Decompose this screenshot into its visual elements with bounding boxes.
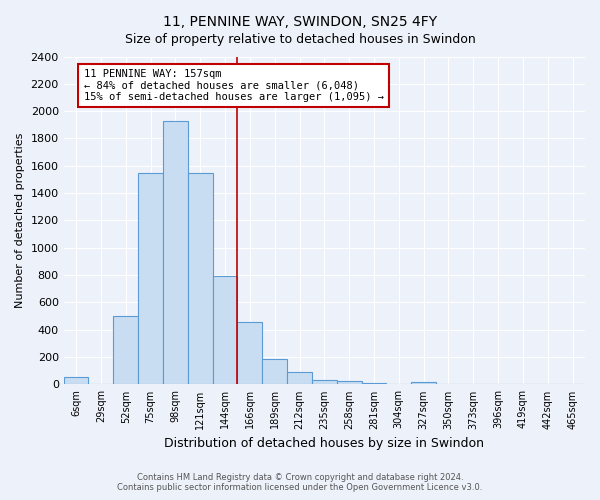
Bar: [337, 380, 362, 384]
Text: 11, PENNINE WAY, SWINDON, SN25 4FY: 11, PENNINE WAY, SWINDON, SN25 4FY: [163, 15, 437, 29]
Y-axis label: Number of detached properties: Number of detached properties: [15, 133, 25, 308]
Bar: [262, 359, 287, 384]
Bar: [212, 276, 238, 384]
Bar: [312, 380, 337, 384]
Text: 11 PENNINE WAY: 157sqm
← 84% of detached houses are smaller (6,048)
15% of semi-: 11 PENNINE WAY: 157sqm ← 84% of detached…: [83, 69, 383, 102]
Bar: [64, 377, 88, 384]
Bar: [287, 372, 312, 384]
Bar: [138, 172, 163, 384]
Bar: [238, 322, 262, 384]
Bar: [188, 172, 212, 384]
X-axis label: Distribution of detached houses by size in Swindon: Distribution of detached houses by size …: [164, 437, 484, 450]
Text: Size of property relative to detached houses in Swindon: Size of property relative to detached ho…: [125, 32, 475, 46]
Bar: [411, 382, 436, 384]
Bar: [362, 383, 386, 384]
Text: Contains HM Land Registry data © Crown copyright and database right 2024.
Contai: Contains HM Land Registry data © Crown c…: [118, 473, 482, 492]
Bar: [113, 316, 138, 384]
Bar: [163, 120, 188, 384]
